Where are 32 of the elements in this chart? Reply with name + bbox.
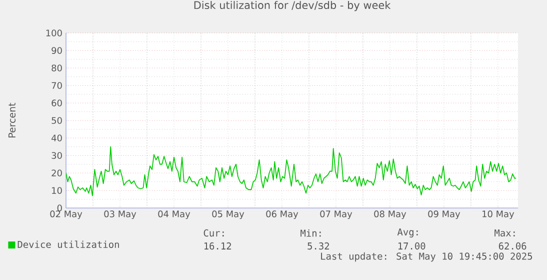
y-axis-title: Percent xyxy=(8,102,16,138)
x-tick-label: 06 May xyxy=(266,210,298,220)
y-tick-label: 20 xyxy=(52,170,62,176)
text: 17.00 xyxy=(398,242,426,250)
x-tick-label: 10 May xyxy=(482,210,514,220)
y-tick-label: 70 xyxy=(52,82,62,89)
x-tick-label: 07 May xyxy=(320,210,352,220)
y-tick-label: 100 xyxy=(46,30,62,36)
y-tick-label: 90 xyxy=(52,47,62,54)
text: 16.12 xyxy=(204,242,231,250)
x-tick-label: 02 May xyxy=(50,210,82,220)
y-tick-label: 10 xyxy=(52,187,62,194)
text: Avg: xyxy=(397,228,418,238)
text: 5.32 xyxy=(308,242,329,250)
x-tick-label: 08 May xyxy=(374,210,406,220)
y-tick-label: 80 xyxy=(52,64,62,72)
text: Cur: xyxy=(204,229,224,237)
text: Max: xyxy=(494,229,515,237)
legend-label: Device utilization xyxy=(18,240,119,248)
x-tick-label: 04 May xyxy=(158,210,190,220)
x-tick-label: 05 May xyxy=(212,210,244,220)
text: Min: xyxy=(300,229,321,237)
chart-title: Disk utilization for /dev/sdb - by week xyxy=(194,0,391,12)
y-tick-label: 0 xyxy=(57,204,62,212)
y-tick-label: 30 xyxy=(52,152,62,159)
x-tick-label: 03 May xyxy=(104,210,136,220)
y-tick-label: 50 xyxy=(52,117,62,124)
y-tick-label: 60 xyxy=(52,100,62,106)
x-tick-label: 09 May xyxy=(428,210,460,220)
text: 62.06 xyxy=(498,242,526,250)
text: Last update: Sat May 10 19:45:00 2025 xyxy=(321,252,532,262)
y-tick-label: 40 xyxy=(52,134,62,142)
